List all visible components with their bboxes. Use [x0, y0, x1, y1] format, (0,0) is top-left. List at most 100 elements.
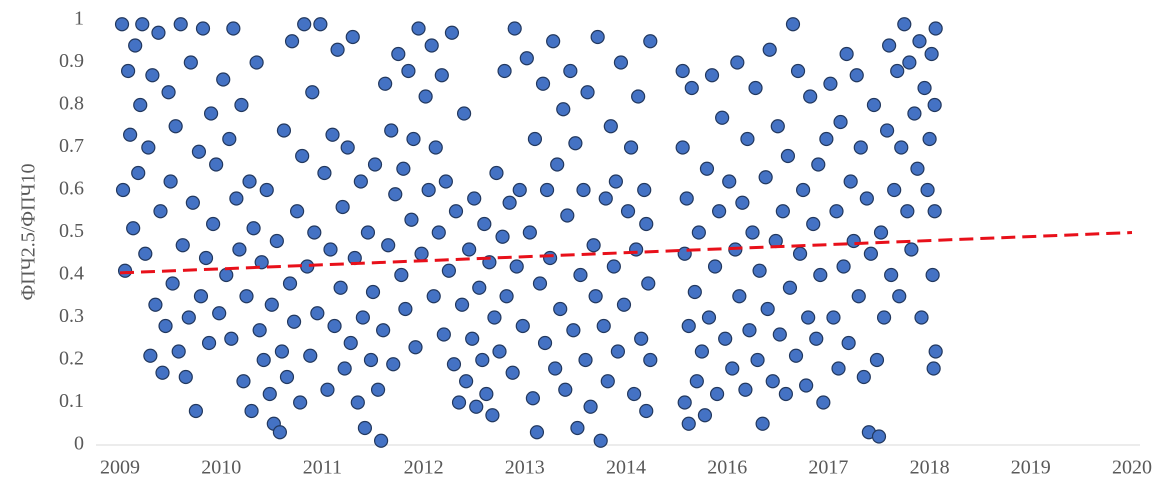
data-point — [485, 408, 500, 423]
data-point — [370, 382, 386, 397]
data-point — [780, 148, 796, 164]
data-point — [290, 204, 305, 219]
data-point — [269, 233, 284, 249]
data-point — [406, 131, 421, 147]
data-point — [813, 267, 828, 283]
trend-line — [119, 231, 1133, 275]
data-point — [114, 17, 130, 32]
data-point — [920, 182, 935, 198]
data-point — [472, 280, 487, 295]
data-point — [859, 191, 874, 206]
data-point — [404, 212, 419, 227]
data-point — [254, 255, 269, 270]
data-point — [826, 310, 841, 325]
data-point — [343, 335, 358, 351]
data-point — [203, 106, 219, 121]
data-point — [566, 323, 581, 338]
data-point — [519, 51, 534, 66]
data-point — [448, 204, 464, 219]
data-point — [900, 204, 915, 219]
data-point — [681, 416, 696, 431]
data-point — [626, 386, 642, 402]
data-point — [426, 289, 441, 304]
data-point — [639, 403, 654, 419]
data-point — [707, 259, 723, 274]
data-point — [894, 140, 909, 155]
data-point — [687, 284, 702, 300]
data-point — [527, 131, 543, 147]
data-point — [424, 38, 439, 53]
data-point — [841, 335, 856, 351]
data-point — [475, 352, 490, 368]
data-point — [469, 399, 484, 414]
data-point — [586, 238, 601, 253]
x-tick-label: 2009 — [100, 457, 140, 479]
data-point — [479, 386, 494, 402]
data-point — [446, 357, 462, 372]
data-point — [148, 297, 163, 312]
data-point — [434, 68, 449, 83]
data-point — [525, 391, 540, 406]
data-point — [856, 369, 871, 385]
y-tick-label: 0.5 — [59, 220, 84, 242]
data-point — [926, 361, 941, 376]
data-point — [502, 195, 517, 210]
data-point — [242, 174, 257, 189]
data-point — [161, 85, 176, 100]
data-point — [477, 216, 492, 232]
data-point — [256, 352, 271, 368]
data-point — [681, 318, 696, 334]
data-point — [310, 306, 325, 321]
y-tick-label: 0.7 — [59, 135, 84, 157]
data-point — [904, 242, 919, 257]
data-point — [317, 165, 332, 181]
data-point — [811, 157, 826, 172]
data-point — [752, 263, 767, 278]
data-point — [869, 352, 885, 368]
data-point — [188, 403, 203, 419]
data-point — [441, 263, 456, 278]
data-point — [546, 34, 561, 49]
data-point — [428, 140, 443, 155]
data-point — [833, 114, 848, 130]
data-point — [606, 259, 621, 274]
data-point — [414, 246, 429, 261]
data-point — [806, 216, 821, 232]
data-point — [537, 335, 553, 351]
data-point — [201, 335, 217, 351]
data-point — [907, 106, 922, 121]
data-point — [704, 68, 720, 83]
data-point — [532, 276, 548, 291]
data-point — [185, 195, 200, 210]
data-point — [178, 369, 193, 385]
y-axis-label: ФПЧ2.5/ФПЧ10 — [18, 163, 40, 300]
data-point — [131, 165, 146, 181]
data-point — [234, 97, 249, 113]
data-point — [790, 63, 806, 79]
y-tick-label: 0.3 — [59, 305, 84, 327]
data-point — [252, 323, 267, 338]
data-point — [120, 63, 136, 79]
data-point — [887, 182, 902, 198]
data-point — [295, 148, 310, 164]
data-point — [307, 225, 322, 240]
data-point — [325, 127, 340, 142]
data-point — [912, 34, 927, 49]
data-point — [360, 225, 376, 240]
data-point — [623, 140, 639, 155]
data-point — [902, 55, 917, 70]
y-tick-label: 1 — [74, 8, 84, 30]
data-point — [394, 267, 409, 283]
data-point — [163, 174, 178, 189]
data-point — [785, 17, 801, 32]
data-point — [209, 157, 224, 172]
data-point — [879, 123, 895, 138]
data-point — [145, 68, 160, 83]
data-point — [239, 289, 254, 304]
data-point — [363, 352, 379, 368]
data-point — [345, 29, 360, 45]
data-point — [411, 21, 426, 36]
data-point — [454, 297, 470, 312]
data-point — [355, 310, 370, 325]
data-point — [735, 195, 750, 210]
